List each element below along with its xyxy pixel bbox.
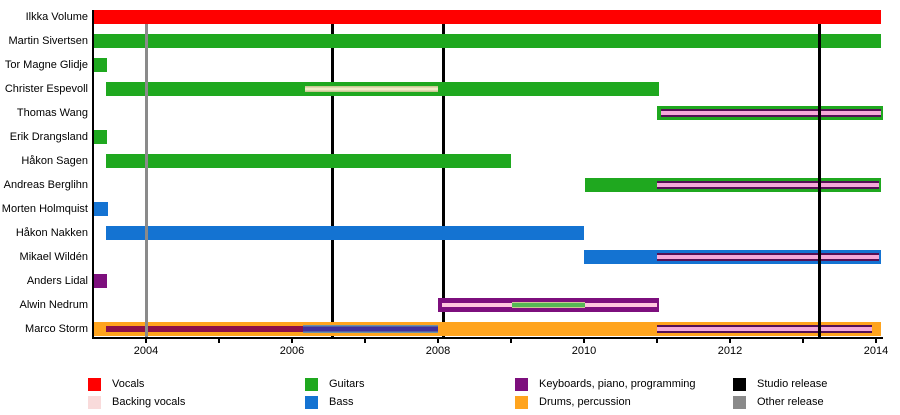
member-bar (92, 34, 882, 48)
axis-tick (583, 339, 585, 343)
legend-label: Drums, percussion (539, 395, 631, 408)
member-label: Håkon Nakken (15, 227, 88, 239)
member-bar (92, 202, 109, 216)
axis-tick (656, 339, 658, 343)
axis-tick-label: 2012 (717, 345, 743, 357)
legend-swatch-keys (515, 378, 528, 391)
member-bar (92, 58, 107, 72)
legend-swatch-other (733, 395, 746, 409)
axis-tick (364, 339, 366, 343)
legend-swatch-drums (515, 395, 528, 409)
member-label: Håkon Sagen (21, 155, 88, 167)
legend-label: Guitars (329, 378, 365, 390)
member-label: Christer Espevoll (4, 83, 88, 95)
axis-tick-label: 2006 (279, 345, 305, 357)
release-line-back (442, 24, 446, 338)
member-bar-stripe (657, 181, 879, 189)
axis-tick-label: 2010 (571, 345, 597, 357)
member-label: Anders Lidal (26, 275, 88, 287)
legend-swatch-guitars (305, 378, 318, 391)
axis-tick (510, 339, 512, 343)
legend-label: Studio release (757, 378, 828, 390)
axis-tick (291, 339, 293, 343)
member-bar (105, 154, 511, 168)
legend-label: Other release (757, 395, 824, 408)
legend-label: Keyboards, piano, programming (539, 378, 696, 390)
release-line-back (330, 24, 334, 338)
member-bar (92, 10, 882, 24)
y-axis-line (92, 10, 94, 338)
axis-tick (802, 339, 804, 343)
release-line-front (817, 24, 821, 338)
x-axis-line (92, 337, 884, 339)
member-label: Erik Drangsland (9, 131, 88, 143)
member-bar-stripe (660, 109, 882, 117)
release-line-front (144, 24, 148, 338)
axis-tick-label: 2008 (425, 345, 451, 357)
legend-label: Backing vocals (112, 395, 186, 408)
member-bar (105, 226, 584, 240)
axis-tick (875, 339, 877, 343)
member-bar (92, 130, 107, 144)
member-bar-stripe (657, 325, 873, 333)
axis-tick (729, 339, 731, 343)
member-label: Mikael Wildén (19, 251, 88, 263)
legend-swatch-backing (88, 395, 101, 409)
member-label: Andreas Berglihn (3, 179, 88, 191)
legend-swatch-vocals (88, 378, 101, 391)
member-label: Tor Magne Glidje (4, 59, 88, 71)
member-label: Martin Sivertsen (8, 35, 88, 47)
member-label: Ilkka Volume (25, 11, 88, 23)
member-label: Marco Storm (25, 323, 88, 335)
member-bar-stripe (302, 325, 438, 333)
legend-label: Bass (329, 395, 354, 408)
legend-swatch-studio (733, 378, 746, 391)
axis-tick-label: 2004 (133, 345, 159, 357)
axis-tick (218, 339, 220, 343)
legend-swatch-bass (305, 395, 318, 409)
member-bar (92, 274, 107, 288)
member-bar-stripe (105, 326, 303, 332)
member-bar-stripe (305, 86, 438, 92)
axis-tick (437, 339, 439, 343)
member-label: Morten Holmquist (1, 203, 88, 215)
axis-tick (145, 339, 147, 343)
member-label: Alwin Nedrum (19, 299, 88, 311)
legend-label: Vocals (112, 378, 145, 390)
member-label: Thomas Wang (16, 107, 88, 119)
member-bar-stripe (512, 302, 586, 308)
axis-tick-label: 2014 (863, 345, 889, 357)
member-bar-stripe (657, 253, 879, 261)
